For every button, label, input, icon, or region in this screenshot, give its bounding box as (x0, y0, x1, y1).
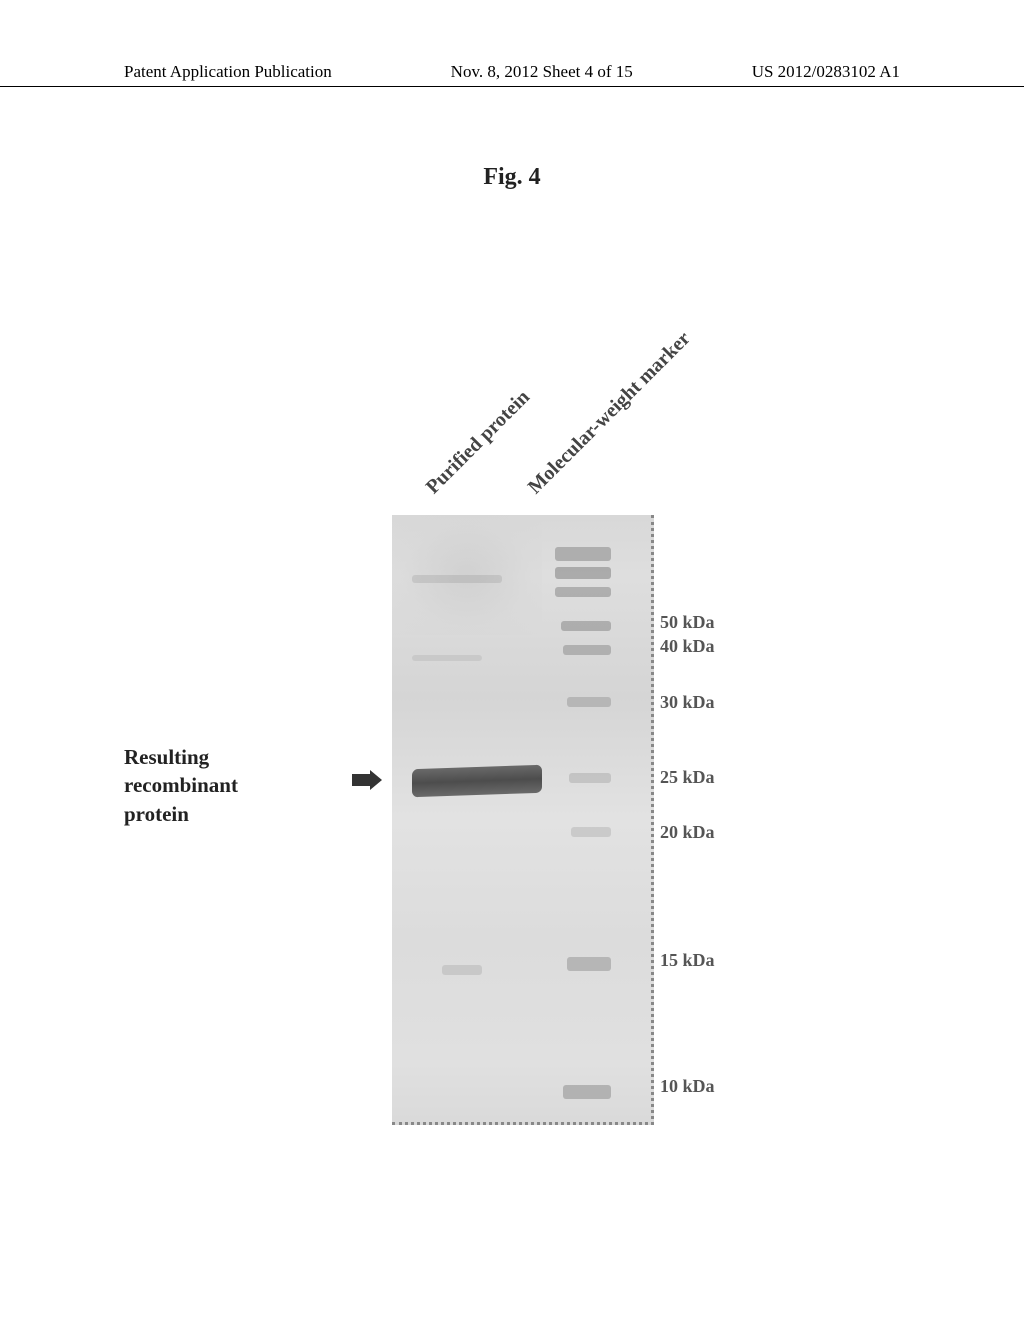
mw-label-10: 10 kDa (660, 1076, 715, 1097)
mw-band (567, 957, 611, 971)
protein-band-faint (412, 575, 502, 583)
result-label-line2: recombinant (124, 773, 238, 797)
mw-label-40: 40 kDa (660, 636, 715, 657)
header-left: Patent Application Publication (124, 62, 332, 82)
lane-label-marker: Molecular-weight marker (524, 327, 696, 499)
mw-band (567, 697, 611, 707)
mw-band (555, 547, 611, 561)
protein-band-faint (442, 965, 482, 975)
result-label-line1: Resulting (124, 745, 209, 769)
figure-title: Fig. 4 (0, 164, 1024, 191)
mw-band (555, 567, 611, 579)
mw-label-50: 50 kDa (660, 612, 715, 633)
mw-label-15: 15 kDa (660, 950, 715, 971)
arrow-icon (352, 770, 382, 795)
header-right: US 2012/0283102 A1 (752, 62, 900, 82)
patent-page: Patent Application Publication Nov. 8, 2… (0, 0, 1024, 1320)
mw-band (563, 1085, 611, 1099)
mw-band (563, 645, 611, 655)
mw-label-25: 25 kDa (660, 767, 715, 788)
mw-label-30: 30 kDa (660, 692, 715, 713)
result-label: Resulting recombinant protein (124, 743, 238, 828)
header-center: Nov. 8, 2012 Sheet 4 of 15 (451, 62, 633, 82)
gel-image (392, 515, 654, 1125)
mw-band (561, 621, 611, 631)
mw-band (571, 827, 611, 837)
result-label-line3: protein (124, 802, 189, 826)
page-header: Patent Application Publication Nov. 8, 2… (0, 62, 1024, 87)
lane-label-purified: Purified protein (422, 386, 535, 499)
mw-band (569, 773, 611, 783)
protein-band-main (412, 765, 542, 798)
mw-label-20: 20 kDa (660, 822, 715, 843)
protein-band-faint (412, 655, 482, 661)
mw-band (555, 587, 611, 597)
